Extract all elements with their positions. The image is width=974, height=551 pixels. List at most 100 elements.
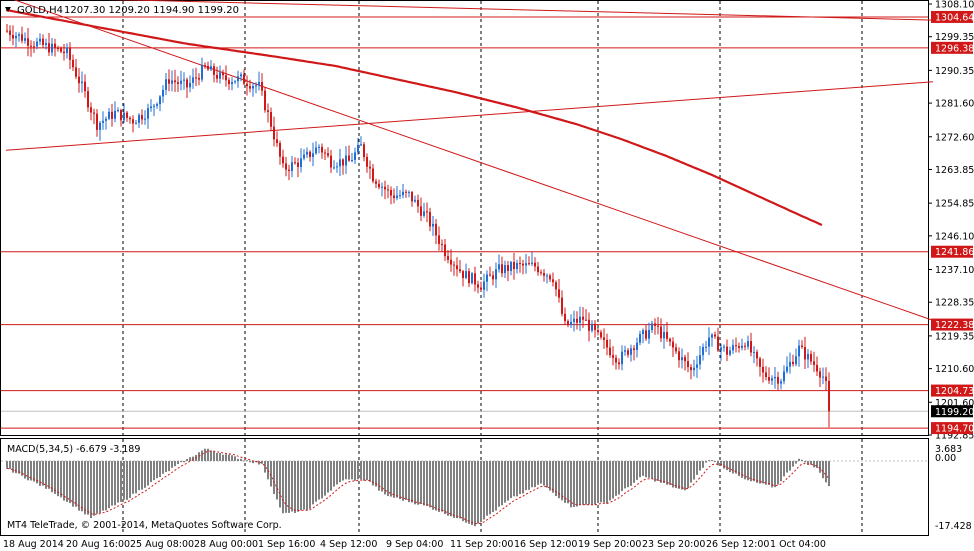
candle-body xyxy=(819,371,821,378)
macd-histogram-bar xyxy=(366,460,368,481)
macd-histogram-bar xyxy=(207,448,209,461)
candle-body xyxy=(723,346,725,348)
candle-body xyxy=(273,126,275,140)
horizontal-levels xyxy=(1,16,928,429)
macd-histogram-bar xyxy=(420,460,422,505)
level-price-label: 1304.64 xyxy=(935,12,974,23)
macd-histogram-bar xyxy=(42,460,44,486)
ohlc-values: 1207.30 1209.20 1194.90 1199.20 xyxy=(64,5,239,16)
candle-body xyxy=(309,151,311,158)
candle-body xyxy=(732,345,734,351)
candle-body xyxy=(813,361,815,365)
macd-histogram-bar xyxy=(507,460,509,501)
candle-body xyxy=(798,345,800,357)
macd-histogram-bar xyxy=(696,460,698,475)
macd-histogram-bar xyxy=(537,460,539,485)
level-price-labels: 1304.64 1296.38 1241.86 1222.38 1204.73 1194.… xyxy=(931,10,974,435)
candle-body xyxy=(153,105,155,107)
macd-histogram-bar xyxy=(813,460,815,468)
candle-body xyxy=(78,76,80,84)
candle-body xyxy=(51,43,53,53)
candle-body xyxy=(696,364,698,368)
candle-body xyxy=(6,30,8,32)
macd-histogram-bar xyxy=(75,460,77,507)
macd-histogram-bar xyxy=(489,460,491,515)
candle-body xyxy=(738,346,740,348)
macd-histogram-bar xyxy=(354,460,356,481)
candle-body xyxy=(525,263,527,266)
candle-body xyxy=(147,108,149,119)
candle-body xyxy=(825,376,827,381)
candle-body xyxy=(807,353,809,360)
candle-body xyxy=(399,195,401,197)
macd-histogram-bar xyxy=(582,460,584,505)
macd-label: MACD(5,34,5) -6.679 -3.189 xyxy=(7,444,140,455)
candle-body xyxy=(258,82,260,86)
candle-body xyxy=(789,361,791,367)
candle-body xyxy=(9,30,11,36)
candle-body xyxy=(381,186,383,188)
y-tick-label: 1281.60 xyxy=(935,99,974,110)
x-tick-label: 16 Sep 12:00 xyxy=(514,539,577,550)
macd-histogram-bar xyxy=(681,460,683,490)
macd-histogram-bar xyxy=(216,452,218,461)
macd-histogram-bar xyxy=(492,460,494,513)
candle-body xyxy=(450,259,452,265)
dropdown-triangle-icon[interactable] xyxy=(5,7,11,12)
candle-body xyxy=(132,119,134,124)
macd-histogram-bar xyxy=(60,460,62,498)
y-tick-label: 1219.35 xyxy=(935,331,974,342)
candle-body xyxy=(36,41,38,47)
candle-body xyxy=(633,348,635,351)
macd-histogram-bar xyxy=(48,460,50,489)
macd-histogram-bar xyxy=(438,460,440,512)
candle-body xyxy=(756,351,758,359)
y-tick-label: 1290.35 xyxy=(935,66,974,77)
candle-body xyxy=(228,80,230,85)
macd-histogram-bar xyxy=(348,460,350,480)
macd-histogram-bar xyxy=(9,460,11,469)
macd-histogram-bar xyxy=(783,460,785,477)
candle-body xyxy=(123,112,125,121)
macd-histogram-bar xyxy=(171,460,173,468)
x-tick-label: 23 Sep 20:00 xyxy=(642,539,705,550)
candle-body xyxy=(528,263,530,265)
macd-histogram-bar xyxy=(657,460,659,481)
macd-histogram-bar xyxy=(462,460,464,522)
macd-histogram-bar xyxy=(288,460,290,513)
candle-body xyxy=(711,334,713,338)
candle-body xyxy=(714,334,716,337)
candle-body xyxy=(477,284,479,288)
macd-histogram-bar xyxy=(21,460,23,476)
macd-histogram-bar xyxy=(573,460,575,508)
candle-body xyxy=(405,191,407,193)
main-plot-frame xyxy=(0,0,929,436)
macd-histogram-bar xyxy=(345,460,347,480)
candle-body xyxy=(783,371,785,382)
macd-histogram-bar xyxy=(459,460,461,519)
x-tick-label: 25 Aug 08:00 xyxy=(130,539,194,550)
candle-body xyxy=(207,65,209,70)
candle-body xyxy=(573,318,575,322)
macd-histogram-bar xyxy=(684,460,686,491)
macd-histogram-bar xyxy=(693,460,695,480)
macd-histogram-bar xyxy=(105,460,107,511)
macd-histogram-bar xyxy=(417,460,419,505)
candle-body xyxy=(630,348,632,355)
macd-histogram-bar xyxy=(240,458,242,461)
macd-histogram-bar xyxy=(570,460,572,508)
macd-histogram-bar xyxy=(627,460,629,488)
macd-histogram-bar xyxy=(804,460,806,463)
candle-body xyxy=(18,34,20,36)
candle-body xyxy=(225,75,227,81)
candle-body xyxy=(264,90,266,111)
candle-body xyxy=(63,51,65,54)
y-tick-label: 1299.35 xyxy=(935,32,974,43)
macd-histogram-bar xyxy=(78,460,80,511)
macd-histogram-bar xyxy=(126,460,128,500)
macd-histogram-bar xyxy=(252,460,254,464)
macd-histogram-bar xyxy=(273,460,275,495)
candle-body xyxy=(501,264,503,274)
